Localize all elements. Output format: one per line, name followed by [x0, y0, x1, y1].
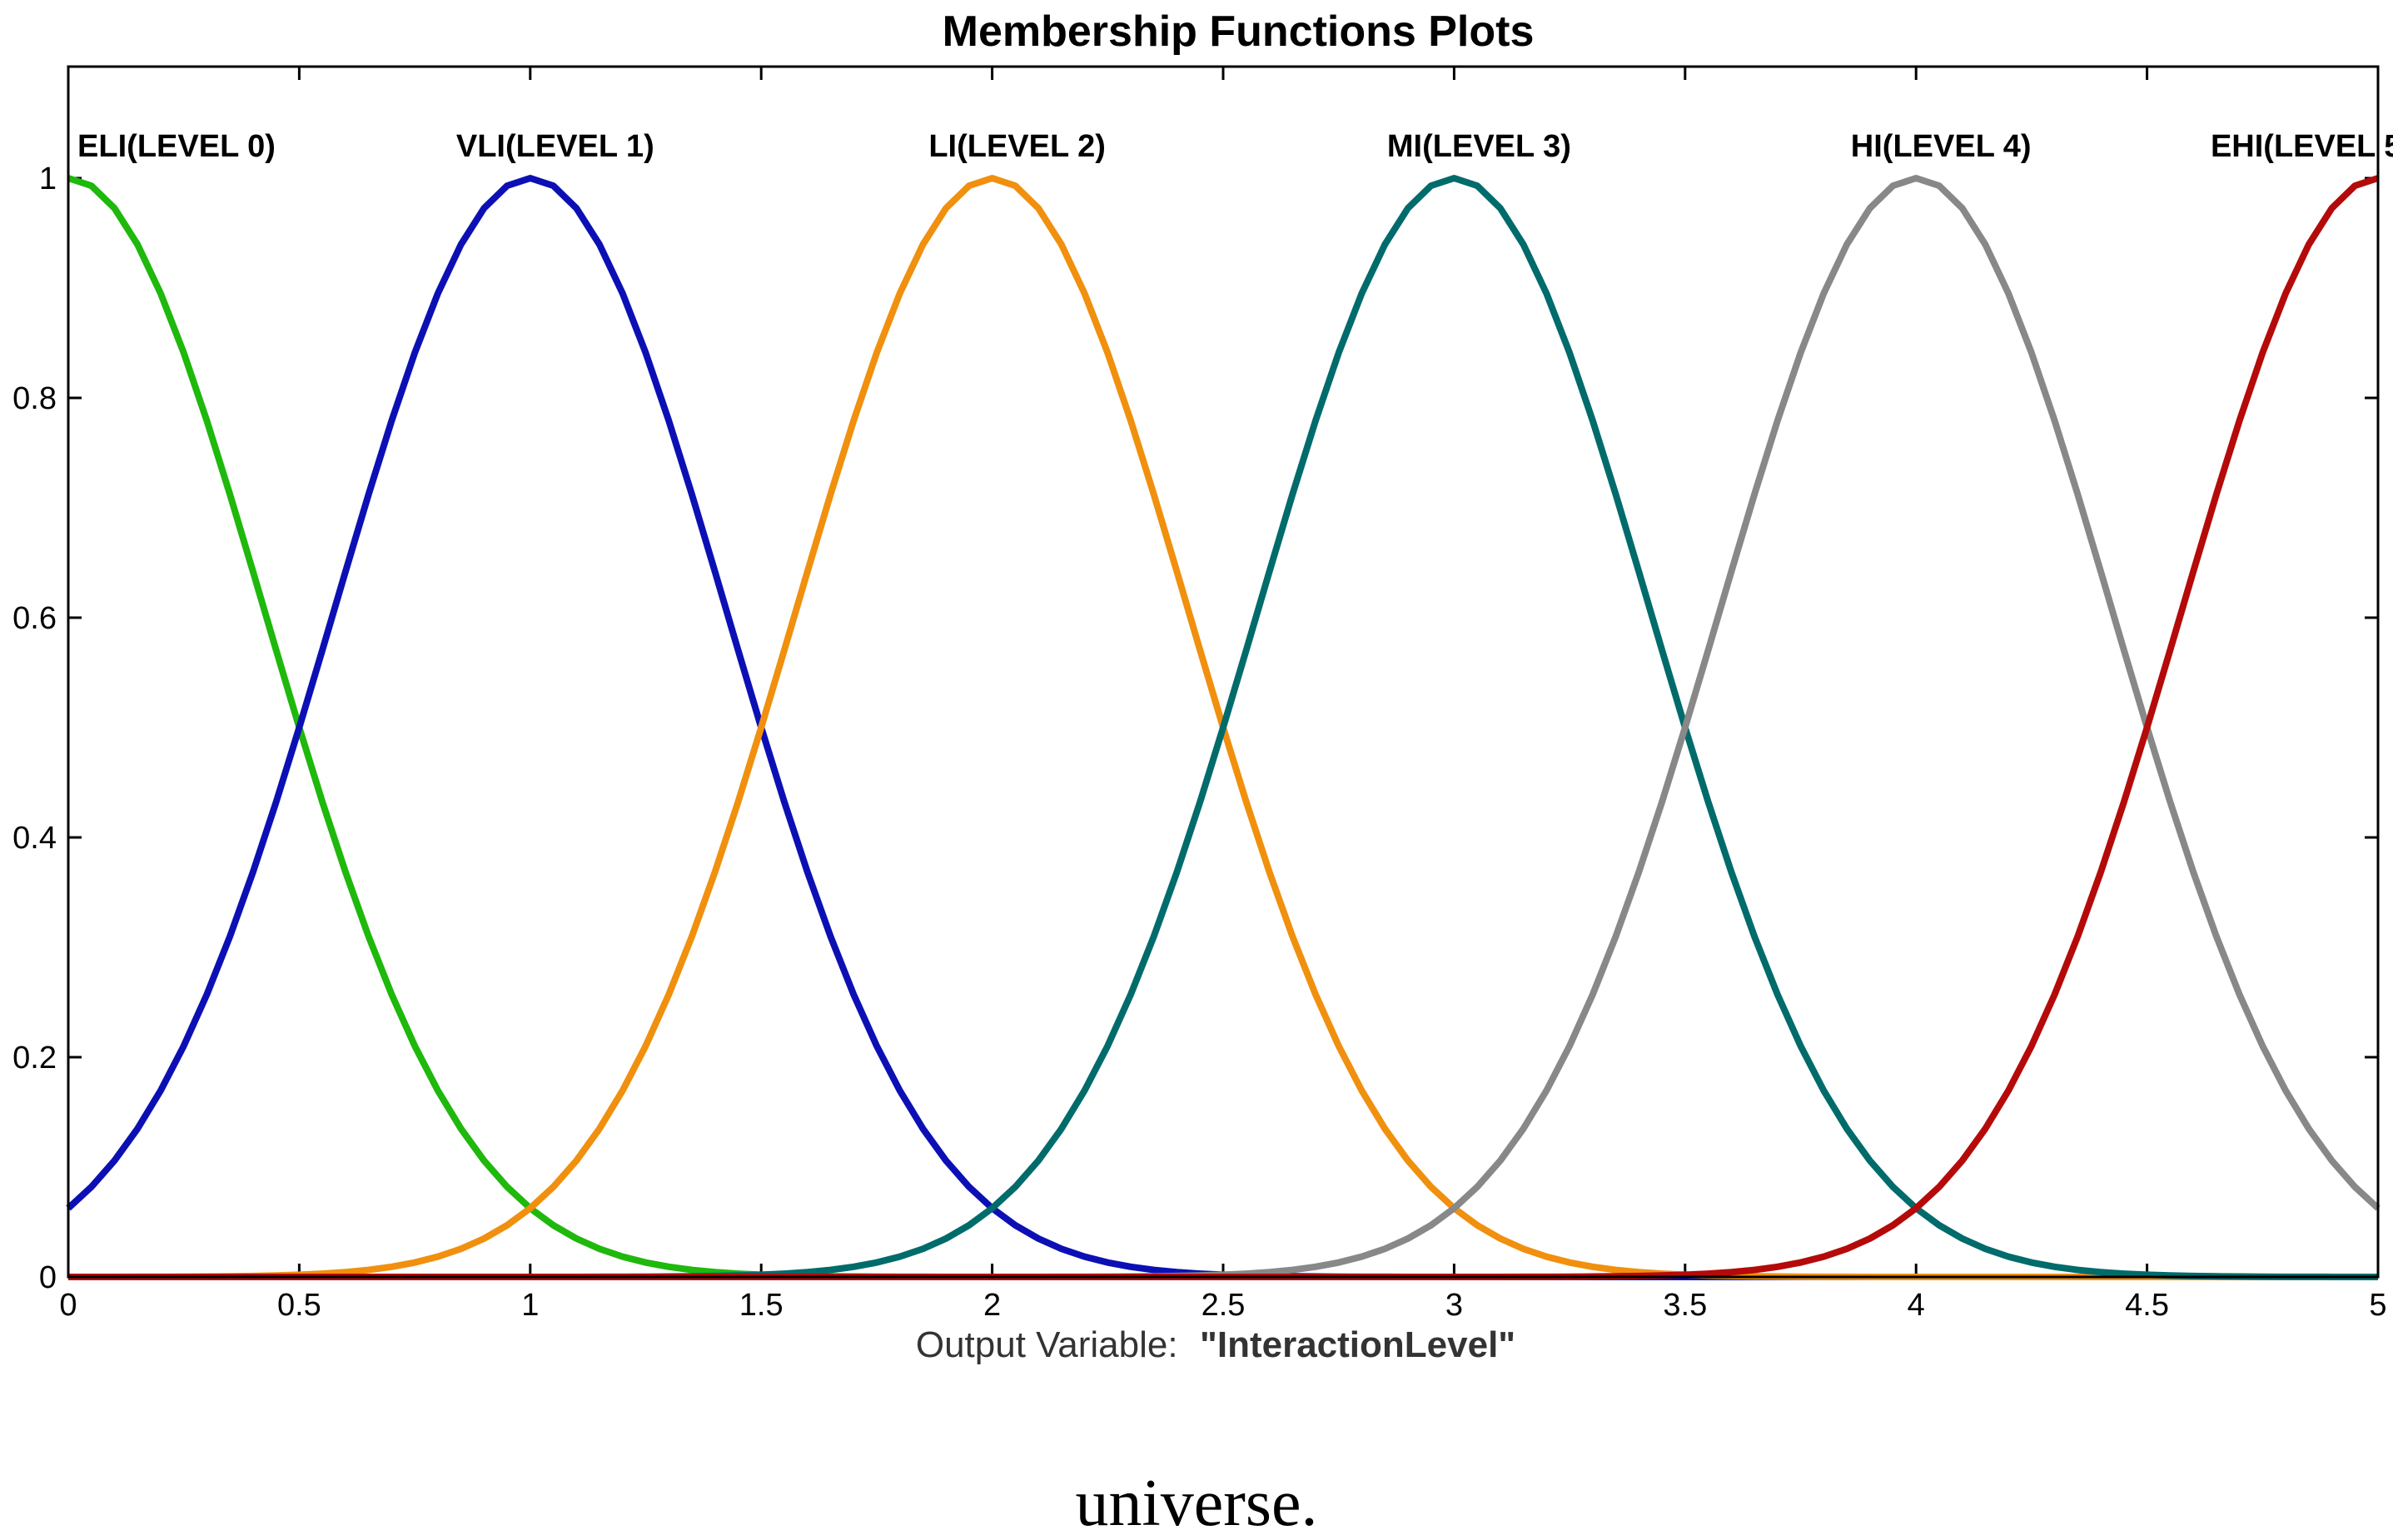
- x-tick-label: 3.5: [1663, 1288, 1707, 1323]
- x-tick-label: 4: [1908, 1288, 1925, 1323]
- x-axis-label-prefix: Output Variable:: [916, 1324, 1178, 1365]
- mf-label: HI(LEVEL 4): [1851, 129, 2032, 164]
- chart-title: Membership Functions Plots: [943, 7, 1535, 56]
- mf-curve: [68, 175, 2379, 1280]
- mf-label: VLI(LEVEL 1): [456, 129, 654, 164]
- plot-curves: [66, 175, 2381, 1280]
- mf-label: EHI(LEVEL 5): [2211, 129, 2393, 164]
- mf-label: LI(LEVEL 2): [928, 129, 1106, 164]
- y-tick-label: 0.6: [12, 601, 57, 636]
- y-tick-label: 1: [39, 161, 57, 196]
- x-tick-label: 4.5: [2125, 1288, 2169, 1323]
- x-tick-label: 2: [983, 1288, 1001, 1323]
- y-tick-label: 0.4: [12, 821, 57, 856]
- mf-label: ELI(LEVEL 0): [77, 129, 276, 164]
- x-axis-label: Output Variable: "InteractionLevel": [916, 1324, 1515, 1365]
- y-tick-label: 0: [39, 1260, 57, 1295]
- x-tick-label: 1.5: [739, 1288, 784, 1323]
- x-tick-label: 2.5: [1201, 1288, 1246, 1323]
- x-axis-label-variable: "InteractionLevel": [1200, 1324, 1515, 1365]
- x-tick-label: 5: [2369, 1288, 2386, 1323]
- curve-labels: ELI(LEVEL 0) VLI(LEVEL 1) LI(LEVEL 2) MI(LE…: [77, 129, 2393, 164]
- mf-label: MI(LEVEL 3): [1387, 129, 1571, 164]
- x-tick-label: 1: [521, 1288, 539, 1323]
- y-tick-label: 0.8: [12, 381, 57, 416]
- axis-ticks: 0 0.5 1 1.5 2 2.5 3 3.5 4 4.5 5 0 0.2 0.4 0.6 0.8 1: [12, 67, 2387, 1323]
- plot-frame: [67, 65, 2380, 1279]
- x-tick-label: 3: [1445, 1288, 1463, 1323]
- y-tick-label: 0.2: [12, 1041, 57, 1076]
- x-tick-label: 0.5: [277, 1288, 321, 1323]
- x-tick-label: 0: [59, 1288, 77, 1323]
- caption-text: universe.: [1075, 1467, 1317, 1540]
